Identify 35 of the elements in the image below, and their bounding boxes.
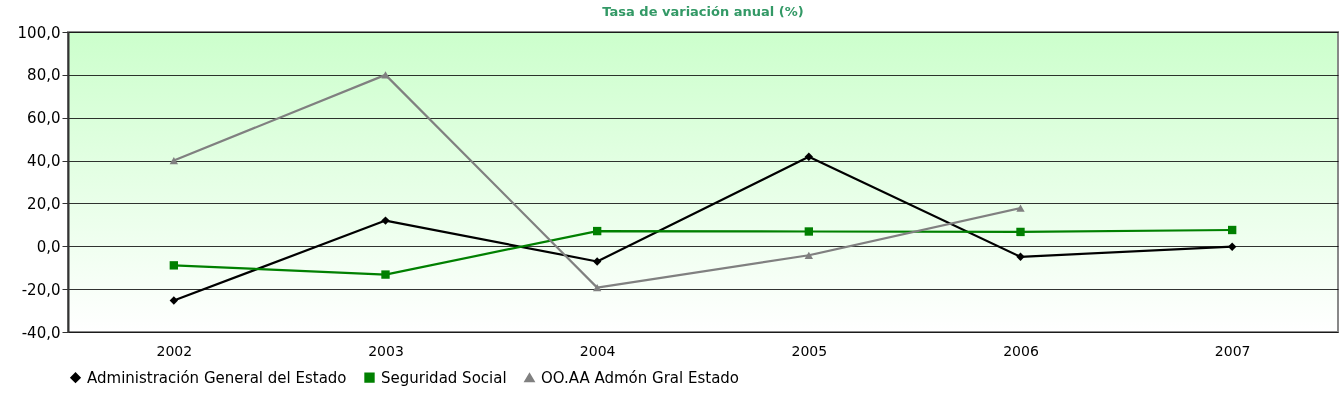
x-tick-label: 2003: [368, 342, 404, 359]
x-tick-label: 2004: [579, 342, 616, 359]
y-tick-label: 100,0: [17, 23, 61, 42]
point: [381, 71, 390, 79]
point: [592, 284, 602, 292]
y-tick-label: 60,0: [27, 109, 61, 128]
point: [592, 226, 602, 236]
point: [169, 296, 179, 305]
point: [804, 152, 814, 161]
point: [381, 216, 390, 225]
point: [169, 156, 179, 165]
point: [1227, 225, 1237, 235]
point: [804, 251, 814, 259]
y-tick-label: -20,0: [21, 280, 61, 299]
x-tick-label: 2005: [791, 342, 828, 359]
point: [804, 227, 814, 236]
x-tick-label: 2002: [156, 342, 193, 359]
legend-label: Administración General del Estado: [87, 368, 347, 387]
point: [1016, 204, 1025, 212]
y-tick-label: 0,0: [36, 237, 61, 256]
point: [1016, 227, 1025, 237]
y-tick-label: 40,0: [27, 152, 61, 171]
point: [1227, 242, 1237, 251]
point: [592, 257, 602, 266]
point: [381, 270, 390, 279]
x-tick-label: 2006: [1003, 342, 1039, 359]
legend-label: OO.AA Admón Gral Estado: [541, 368, 740, 387]
y-tick-label: 20,0: [27, 194, 61, 213]
point: [169, 261, 179, 270]
legend-label: Seguridad Social: [381, 368, 507, 387]
chart-title: Tasa de variación anual (%): [602, 4, 804, 19]
point: [1016, 252, 1025, 261]
y-tick-label: 80,0: [27, 66, 61, 85]
y-tick-label: -40,0: [21, 323, 61, 342]
x-tick-label: 2007: [1214, 342, 1251, 359]
